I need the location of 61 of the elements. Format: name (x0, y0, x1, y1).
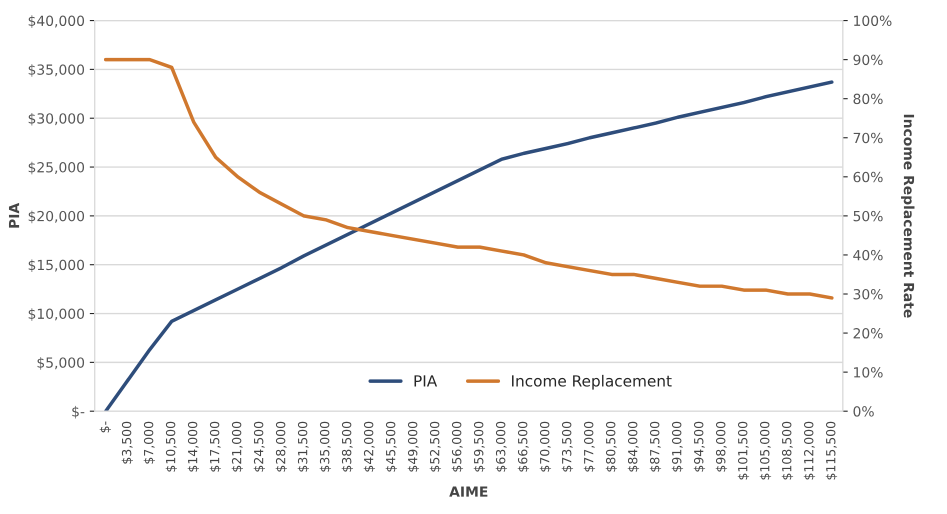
x-tick-label: $63,000 (496, 422, 508, 472)
x-tick-label: $101,500 (738, 422, 750, 480)
y2-tick-label: 90% (853, 54, 883, 66)
x-tick-label: $80,500 (606, 422, 618, 472)
x-tick-label: $7,000 (144, 422, 155, 464)
y2-tick-label: 10% (854, 367, 883, 378)
x-tick-label: $17,500 (210, 422, 222, 472)
x-tick-label: $24,500 (254, 422, 266, 472)
y-tick-label: $- (72, 406, 84, 419)
y-tick-label: $5,000 (38, 357, 84, 370)
legend-label: PIA (414, 375, 438, 386)
y2-tick-label: 20% (854, 328, 883, 339)
x-tick-label: $84,000 (628, 422, 640, 472)
line-series (104, 58, 834, 300)
y2-tick-label: 30% (854, 288, 883, 300)
y2-axis-title: Income Replacement Rate (901, 114, 914, 318)
x-tick-label: $87,500 (650, 422, 662, 472)
x-tick-label: $35,000 (320, 422, 332, 472)
x-tick-label: $42,000 (364, 422, 376, 472)
y2-tick-label: 50% (854, 210, 883, 222)
x-tick-label: $108,500 (782, 422, 794, 480)
x-tick-label: $98,000 (716, 422, 728, 472)
y-tick-label: $40,000 (28, 15, 84, 28)
y-axis-title: PIA (8, 202, 20, 228)
y2-tick-label: 0% (853, 406, 874, 417)
x-tick-label: $- (100, 422, 111, 432)
y-tick-label: $30,000 (28, 112, 84, 126)
x-tick-label: $77,000 (584, 422, 596, 472)
x-tick-label: $91,000 (672, 422, 684, 472)
x-tick-label: $59,500 (474, 422, 486, 472)
y2-tick-label: 80% (853, 94, 883, 104)
y-tick-label: $35,000 (28, 64, 84, 77)
y-tick-label: $15,000 (28, 259, 84, 272)
y2-tick-label: 100% (854, 16, 892, 26)
y-tick-label: $10,000 (28, 308, 84, 321)
x-tick-label: $38,500 (342, 422, 354, 472)
y2-tick-label: 40% (853, 250, 883, 260)
x-tick-label: $105,000 (760, 422, 772, 480)
x-tick-label: $31,500 (298, 422, 310, 472)
x-tick-label: $49,000 (408, 422, 420, 472)
x-tick-label: $56,000 (452, 422, 464, 472)
y2-tick-label: 70% (854, 132, 883, 144)
x-tick-label: $94,500 (694, 422, 706, 472)
legend-label: Income Replacement (512, 374, 672, 390)
x-tick-label: $14,000 (188, 422, 200, 472)
x-tick-label: $10,500 (166, 422, 177, 472)
x-tick-label: $3,500 (122, 422, 133, 464)
x-tick-label: $21,000 (232, 422, 244, 472)
y2-tick-label: 60% (854, 172, 883, 182)
x-axis-title: AIME (449, 486, 488, 497)
x-tick-label: $73,500 (562, 422, 574, 472)
y-tick-label: $20,000 (28, 210, 84, 224)
x-tick-label: $70,000 (540, 422, 552, 472)
y-tick-label: $25,000 (28, 162, 84, 174)
line-series (104, 80, 834, 412)
x-tick-label: $66,500 (518, 422, 530, 472)
x-tick-label: $28,000 (276, 422, 288, 472)
x-tick-label: $115,500 (826, 422, 838, 480)
x-tick-label: $112,000 (804, 422, 816, 480)
x-tick-label: $52,500 (430, 422, 442, 472)
x-tick-label: $45,500 (386, 422, 398, 472)
